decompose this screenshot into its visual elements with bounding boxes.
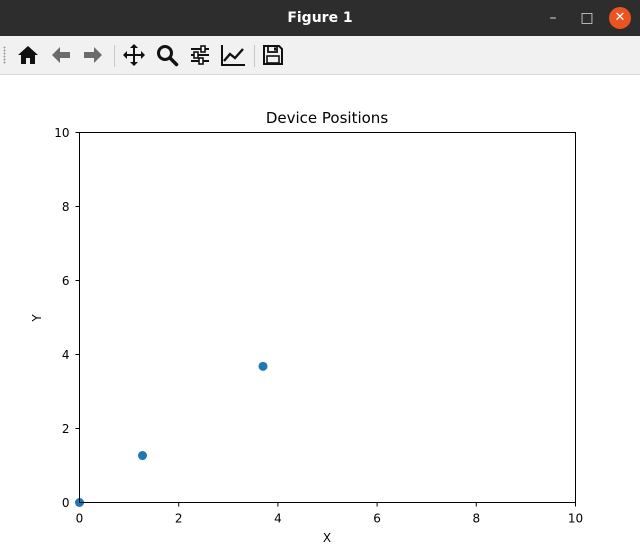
zoom-button[interactable] [153,41,181,69]
edit-axis-icon [221,45,245,66]
y-tick-label: 4 [62,348,70,362]
x-tick-label: 6 [373,512,381,526]
save-button[interactable] [259,41,287,69]
data-point [137,451,147,461]
minimize-button[interactable]: – [549,10,557,26]
zoom-icon [157,45,179,67]
configure-subplots-icon [191,45,209,65]
x-tick-label: 4 [274,512,282,526]
pan-icon [123,44,145,66]
navigation-toolbar [0,36,640,75]
toolbar-grip[interactable] [3,46,6,64]
back-button[interactable] [47,41,75,69]
edit-axis-button[interactable] [219,41,247,69]
axis-ticks: 0 2 4 6 8 10 0 2 4 6 8 10 [54,126,583,526]
y-axis-label: Y [30,314,44,323]
forward-arrow-icon [84,47,102,63]
y-tick-label: 0 [62,496,70,510]
window-title: Figure 1 [287,10,353,26]
close-button[interactable]: ✕ [609,7,631,29]
x-tick-label: 0 [76,512,84,526]
y-tick-label: 8 [62,200,70,214]
x-tick-label: 8 [472,512,480,526]
maximize-button[interactable]: □ [580,10,594,26]
chart-title: Device Positions [266,109,388,127]
pan-button[interactable] [120,41,148,69]
toolbar-separator [254,45,255,67]
data-point [258,361,268,371]
y-tick-label: 10 [54,126,69,140]
plot-frame [79,132,576,503]
back-arrow-icon [52,47,70,63]
x-tick-label: 2 [175,512,183,526]
scatter-chart: Device Positions 0 2 4 6 8 10 0 2 4 6 8 10 X Y [30,109,583,545]
home-icon [18,46,38,64]
forward-button[interactable] [79,41,107,69]
y-tick-label: 2 [62,422,70,436]
toolbar-separator [114,45,115,67]
figure-canvas[interactable]: Device Positions 0 2 4 6 8 10 0 2 4 6 8 10 X Y [0,75,640,554]
configure-subplots-button[interactable] [186,41,214,69]
home-button[interactable] [14,41,42,69]
window-titlebar: Figure 1 – □ ✕ [0,0,640,36]
x-tick-label: 10 [568,512,583,526]
save-icon [263,45,283,65]
y-tick-label: 6 [62,274,70,288]
x-axis-label: X [323,531,331,545]
data-points [75,361,268,507]
